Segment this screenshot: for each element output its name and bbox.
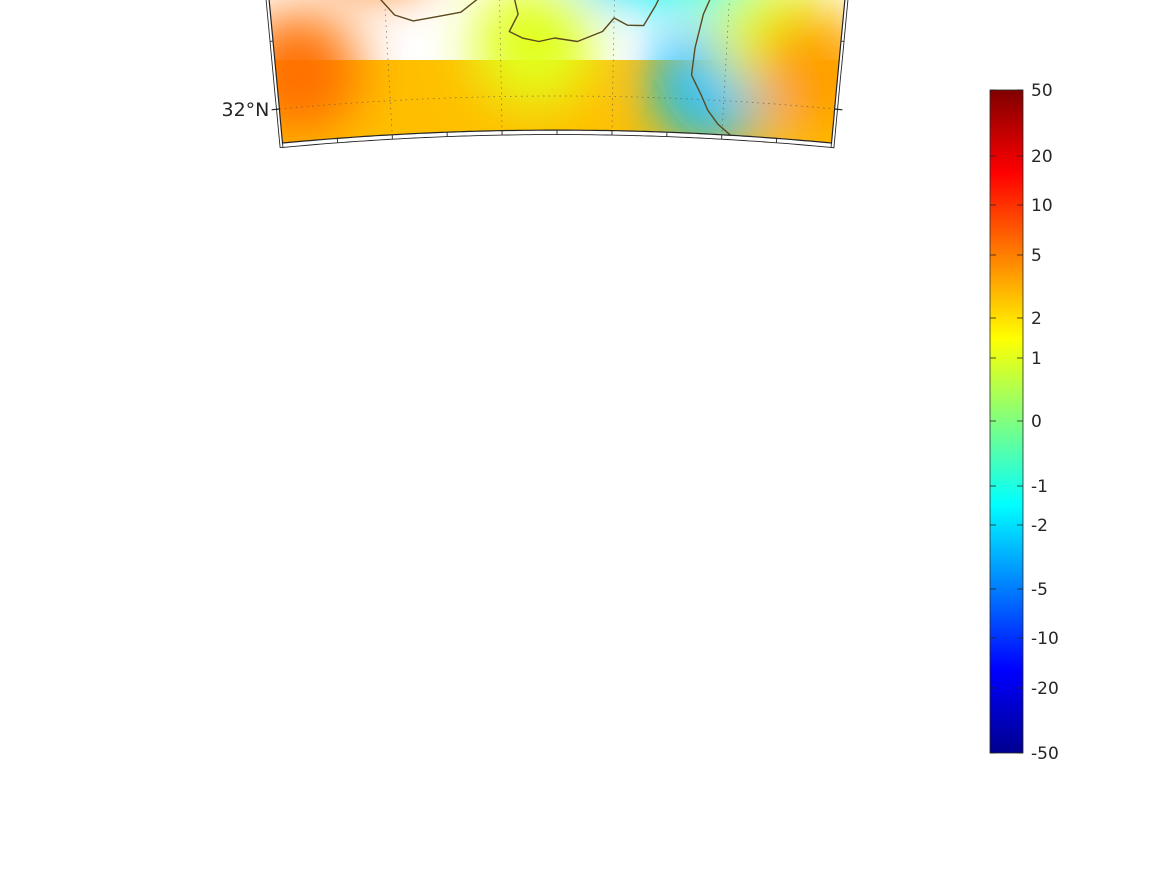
meridian-line (355, 0, 393, 135)
lat-major-tick (834, 108, 843, 111)
colorbar-tick-label: -2 (1031, 516, 1048, 536)
colorbar-tick-label: -1 (1031, 477, 1048, 497)
lat-tick-label: 32°N (222, 99, 270, 121)
colorbar-tick-label: 50 (1031, 81, 1053, 101)
parallel-line (279, 95, 835, 110)
coastlines (303, 0, 733, 136)
frame-tick (282, 142, 284, 148)
field-background (221, 60, 893, 143)
colorbar-tick-label: 0 (1031, 412, 1042, 432)
colorbar-tick-label: -10 (1031, 629, 1059, 649)
field-region (472, 0, 597, 107)
colorbar-tick-label: 10 (1031, 196, 1053, 216)
lat-major-tick (271, 108, 280, 111)
map-border (268, 0, 846, 144)
meridian-line (489, 0, 503, 131)
colorbar-tick-label: 2 (1031, 309, 1042, 329)
field-region (753, 11, 878, 135)
colorbar-tick-label: -5 (1031, 580, 1048, 600)
colorbar-tick-label: 5 (1031, 246, 1042, 266)
colorbar-gradient (989, 89, 1024, 754)
latitude-tick-labels: 32°N28°N24°N20°N16°N (222, 99, 270, 121)
map-outer-border (265, 0, 849, 149)
meridian-line (611, 0, 625, 131)
map-frame (265, 0, 849, 149)
coastline (303, 0, 733, 136)
colorbar-tick-label: 1 (1031, 349, 1042, 369)
graticule-grid (279, 0, 835, 135)
frame-tick (830, 142, 832, 148)
colorbar-tick-label: -50 (1031, 744, 1059, 764)
colorbar-tick-label: -20 (1031, 679, 1059, 699)
colorbar-tick-label: 20 (1031, 147, 1053, 167)
meridian-line (721, 0, 759, 135)
